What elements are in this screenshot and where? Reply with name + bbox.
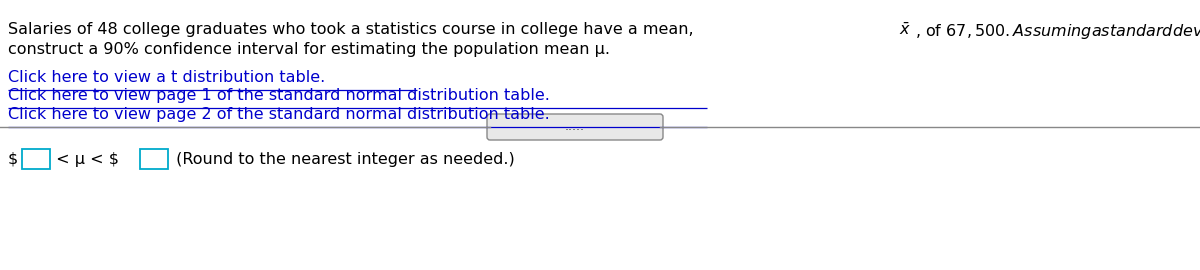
FancyBboxPatch shape <box>487 114 662 140</box>
Text: Click here to view page 2 of the standard normal distribution table.: Click here to view page 2 of the standar… <box>8 107 550 122</box>
Text: , of $67,500. Assuming a standard deviation, σ, of $12,155,: , of $67,500. Assuming a standard deviat… <box>914 22 1200 41</box>
Text: Click here to view a t distribution table.: Click here to view a t distribution tabl… <box>8 70 325 85</box>
Text: construct a 90% confidence interval for estimating the population mean μ.: construct a 90% confidence interval for … <box>8 42 610 57</box>
Text: Click here to view page 1 of the standard normal distribution table.: Click here to view page 1 of the standar… <box>8 88 550 103</box>
FancyBboxPatch shape <box>140 149 168 169</box>
Text: $\bar{x}$: $\bar{x}$ <box>899 22 911 38</box>
FancyBboxPatch shape <box>23 149 50 169</box>
Text: Salaries of 48 college graduates who took a statistics course in college have a : Salaries of 48 college graduates who too… <box>8 22 698 37</box>
Text: .....: ..... <box>565 120 586 133</box>
Text: $: $ <box>8 152 18 167</box>
Text: < μ < $: < μ < $ <box>52 152 119 167</box>
Text: (Round to the nearest integer as needed.): (Round to the nearest integer as needed.… <box>170 152 515 167</box>
